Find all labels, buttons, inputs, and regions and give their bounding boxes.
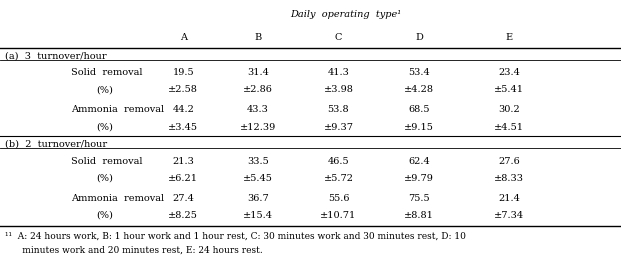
Text: 36.7: 36.7 [247,194,269,203]
Text: 53.8: 53.8 [328,106,349,114]
Text: C: C [335,33,342,42]
Text: 19.5: 19.5 [173,68,194,77]
Text: 62.4: 62.4 [408,157,430,166]
Text: 27.4: 27.4 [172,194,194,203]
Text: ±3.45: ±3.45 [168,122,198,132]
Text: 31.4: 31.4 [247,68,269,77]
Text: Ammonia  removal: Ammonia removal [71,194,165,203]
Text: ±5.45: ±5.45 [243,174,273,183]
Text: ±15.4: ±15.4 [243,211,273,220]
Text: Solid  removal: Solid removal [71,157,143,166]
Text: D: D [415,33,423,42]
Text: 75.5: 75.5 [409,194,430,203]
Text: 21.3: 21.3 [172,157,194,166]
Text: ±5.72: ±5.72 [324,174,353,183]
Text: Daily  operating  type¹: Daily operating type¹ [291,10,402,19]
Text: 33.5: 33.5 [247,157,269,166]
Text: ±8.81: ±8.81 [404,211,434,220]
Text: ±3.98: ±3.98 [324,85,353,94]
Text: 53.4: 53.4 [408,68,430,77]
Text: ±9.79: ±9.79 [404,174,434,183]
Text: 41.3: 41.3 [327,68,350,77]
Text: (%): (%) [96,85,113,94]
Text: ±12.39: ±12.39 [240,122,276,132]
Text: ±7.34: ±7.34 [494,211,524,220]
Text: ±4.51: ±4.51 [494,122,524,132]
Text: (b)  2  turnover/hour: (b) 2 turnover/hour [5,140,107,149]
Text: minutes work and 20 minutes rest, E: 24 hours rest.: minutes work and 20 minutes rest, E: 24 … [5,246,263,255]
Text: 27.6: 27.6 [498,157,520,166]
Text: 21.4: 21.4 [498,194,520,203]
Text: A: A [179,33,187,42]
Text: ±10.71: ±10.71 [320,211,356,220]
Text: ±8.33: ±8.33 [494,174,524,183]
Text: ±8.25: ±8.25 [168,211,198,220]
Text: E: E [505,33,513,42]
Text: 68.5: 68.5 [409,106,430,114]
Text: (a)  3  turnover/hour: (a) 3 turnover/hour [5,51,107,60]
Text: (%): (%) [96,122,113,132]
Text: ±9.15: ±9.15 [404,122,434,132]
Text: ±2.86: ±2.86 [243,85,273,94]
Text: ±6.21: ±6.21 [168,174,198,183]
Text: (%): (%) [96,211,113,220]
Text: ±9.37: ±9.37 [324,122,353,132]
Text: 46.5: 46.5 [328,157,349,166]
Text: 55.6: 55.6 [328,194,349,203]
Text: ±4.28: ±4.28 [404,85,434,94]
Text: (%): (%) [96,174,113,183]
Text: 44.2: 44.2 [172,106,194,114]
Text: B: B [254,33,261,42]
Text: 23.4: 23.4 [498,68,520,77]
Text: ±5.41: ±5.41 [494,85,524,94]
Text: Solid  removal: Solid removal [71,68,143,77]
Text: 30.2: 30.2 [498,106,520,114]
Text: ¹¹  A: 24 hours work, B: 1 hour work and 1 hour rest, C: 30 minutes work and 30 : ¹¹ A: 24 hours work, B: 1 hour work and … [5,231,466,240]
Text: Ammonia  removal: Ammonia removal [71,106,165,114]
Text: 43.3: 43.3 [247,106,269,114]
Text: ±2.58: ±2.58 [168,85,198,94]
